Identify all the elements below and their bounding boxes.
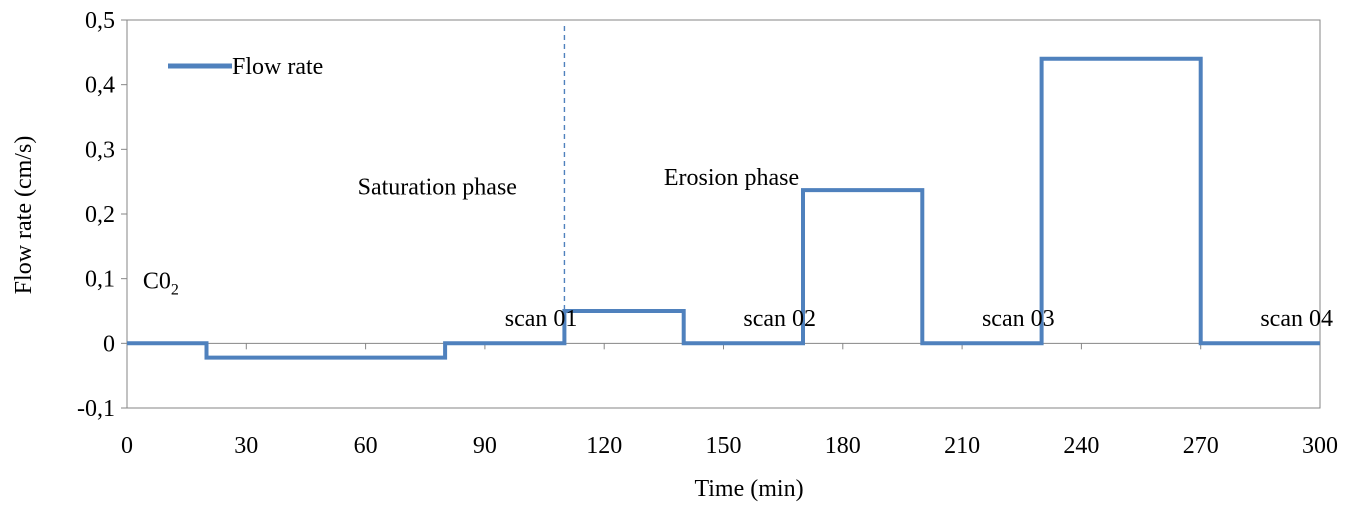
x-tick-label: 0 — [121, 433, 133, 459]
x-tick-label: 240 — [1063, 433, 1099, 459]
y-tick-label: 0,2 — [85, 202, 115, 228]
y-axis-title: Flow rate (cm/s) — [11, 136, 37, 295]
x-tick-label: 150 — [706, 433, 742, 459]
y-tick-label: 0 — [103, 331, 115, 357]
series-line-flow-rate — [127, 56, 1320, 360]
annotation-label: scan 01 — [505, 306, 578, 332]
x-tick-label: 30 — [234, 433, 258, 459]
x-tick-label: 120 — [586, 433, 622, 459]
y-axis-ticks: -0,1 0 0,1 0,2 0,3 0,4 0,5 — [77, 8, 127, 422]
x-axis-title: Time (min) — [694, 476, 803, 502]
x-tick-label: 180 — [825, 433, 861, 459]
annotation-label: C02 — [143, 268, 179, 298]
legend: Flow rate — [168, 54, 323, 80]
y-tick-label: 0,3 — [85, 137, 115, 163]
x-tick-label: 270 — [1183, 433, 1219, 459]
annotation-label: Saturation phase — [358, 175, 517, 201]
x-tick-label: 210 — [944, 433, 980, 459]
legend-label-flow-rate: Flow rate — [232, 54, 323, 80]
x-tick-label: 90 — [473, 433, 497, 459]
x-tick-label: 60 — [354, 433, 378, 459]
x-tick-label: 300 — [1302, 433, 1338, 459]
y-tick-label: -0,1 — [77, 396, 115, 422]
y-tick-label: 0,5 — [85, 8, 115, 34]
x-axis-ticks: 0 30 60 90 120 150 180 210 240 270 300 — [121, 343, 1338, 459]
annotation-label: scan 02 — [743, 306, 816, 332]
annotation-label: Erosion phase — [664, 165, 799, 191]
annotation-label: scan 03 — [982, 306, 1055, 332]
annotation-label: scan 04 — [1260, 306, 1333, 332]
annotations-layer: C02 Saturation phase Erosion phase scan 01 s… — [143, 165, 1333, 332]
series-layer — [127, 56, 1320, 360]
y-tick-label: 0,1 — [85, 267, 115, 293]
y-tick-label: 0,4 — [85, 73, 115, 99]
